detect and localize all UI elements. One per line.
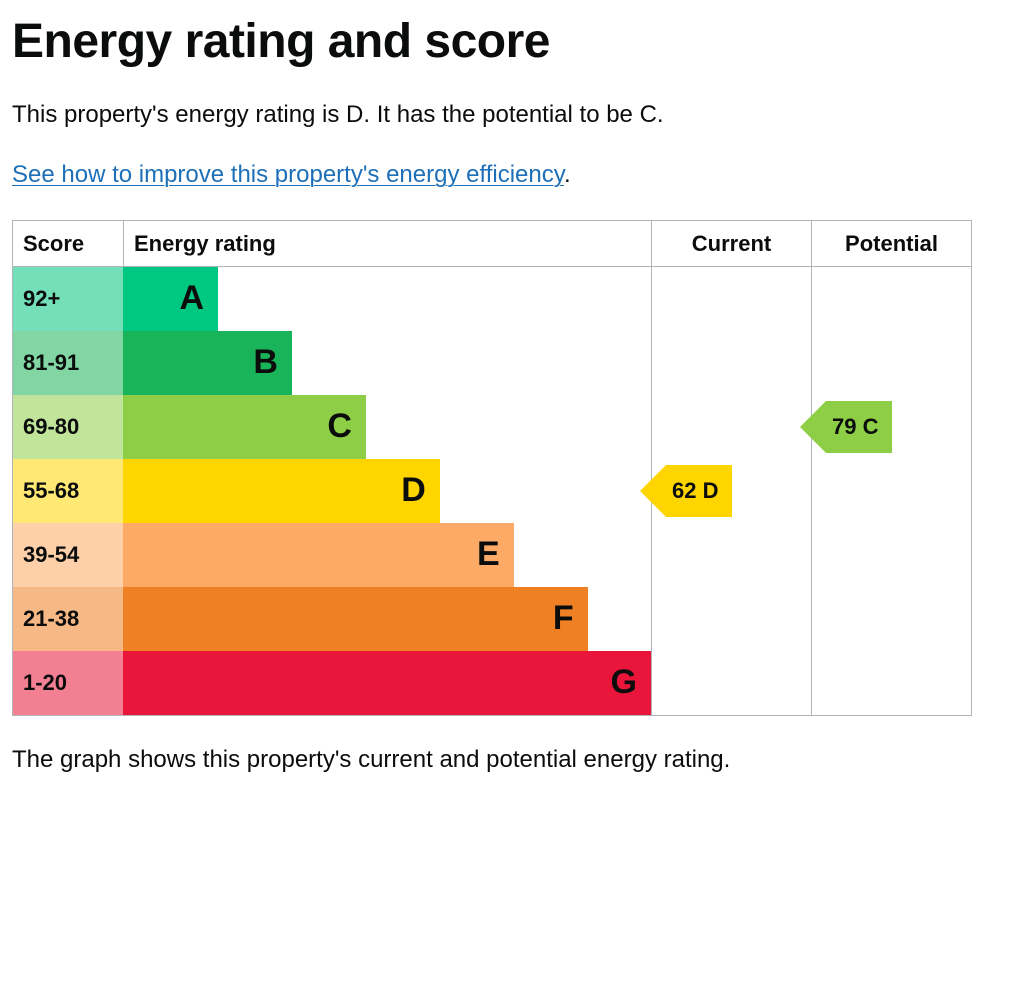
rating-bar: C xyxy=(123,395,366,459)
improve-efficiency-link[interactable]: See how to improve this property's energ… xyxy=(12,161,564,188)
score-cell: 1-20 xyxy=(13,651,123,715)
rating-bar: D xyxy=(123,459,440,523)
header-potential: Potential xyxy=(811,221,971,268)
rating-bar-row: D xyxy=(123,459,651,523)
rating-bar-row: B xyxy=(123,331,651,395)
score-cell: 39-54 xyxy=(13,523,123,587)
current-arrow-label: 62 D xyxy=(666,465,732,517)
header-score: Score xyxy=(13,221,123,268)
header-current: Current xyxy=(651,221,811,268)
chart-body: 92+81-9169-8055-6839-5421-381-20 ABCDEFG… xyxy=(13,267,971,715)
potential-column: 79 C xyxy=(811,267,971,715)
score-cell: 69-80 xyxy=(13,395,123,459)
chart-header-row: Score Energy rating Current Potential xyxy=(13,221,971,268)
score-cell: 81-91 xyxy=(13,331,123,395)
potential-arrow-label: 79 C xyxy=(826,401,892,453)
rating-bar: A xyxy=(123,267,218,331)
rating-column: ABCDEFG xyxy=(123,267,651,715)
chart-caption: The graph shows this property's current … xyxy=(12,744,1012,776)
rating-bar: F xyxy=(123,587,588,651)
score-cell: 21-38 xyxy=(13,587,123,651)
current-arrow: 62 D xyxy=(666,465,732,517)
link-suffix: . xyxy=(564,161,571,188)
score-cell: 92+ xyxy=(13,267,123,331)
current-column: 62 D xyxy=(651,267,811,715)
score-column: 92+81-9169-8055-6839-5421-381-20 xyxy=(13,267,123,715)
page-heading: Energy rating and score xyxy=(12,10,1012,75)
intro-text: This property's energy rating is D. It h… xyxy=(12,99,1012,131)
header-rating: Energy rating xyxy=(123,221,651,268)
rating-bar: E xyxy=(123,523,514,587)
rating-bar-row: E xyxy=(123,523,651,587)
rating-bar: G xyxy=(123,651,651,715)
rating-bar-row: A xyxy=(123,267,651,331)
potential-arrow: 79 C xyxy=(826,401,892,453)
rating-bar-row: C xyxy=(123,395,651,459)
rating-bar: B xyxy=(123,331,292,395)
epc-chart: Score Energy rating Current Potential 92… xyxy=(12,220,972,717)
rating-bar-row: G xyxy=(123,651,651,715)
improve-link-line: See how to improve this property's energ… xyxy=(12,159,1012,191)
rating-bar-row: F xyxy=(123,587,651,651)
score-cell: 55-68 xyxy=(13,459,123,523)
